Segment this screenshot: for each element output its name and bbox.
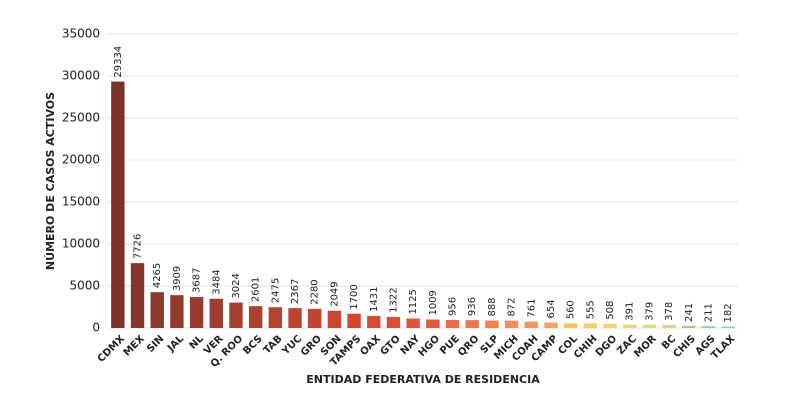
y-tick-label: 0 xyxy=(92,321,100,335)
bar xyxy=(682,325,696,328)
x-axis-title: ENTIDAD FEDERATIVA DE RESIDENCIA xyxy=(306,373,540,386)
bar xyxy=(367,315,381,328)
x-tick-label: SIN xyxy=(145,333,166,354)
x-tick-label: MEX xyxy=(122,333,147,358)
bar xyxy=(662,324,676,328)
bar xyxy=(111,81,125,329)
value-label: 391 xyxy=(625,302,636,321)
bar xyxy=(170,295,184,328)
x-tick-label: BCS xyxy=(241,333,265,357)
value-label: 2280 xyxy=(310,279,321,304)
value-label: 761 xyxy=(526,299,537,318)
bar xyxy=(623,324,637,328)
value-label: 211 xyxy=(703,303,714,322)
value-label: 378 xyxy=(664,302,675,321)
bar xyxy=(445,319,460,328)
value-label: 2475 xyxy=(270,278,281,303)
x-tick-label: HGO xyxy=(417,333,443,359)
bar xyxy=(603,323,617,328)
bar xyxy=(130,263,145,328)
value-label: 936 xyxy=(467,297,478,316)
value-label: 2049 xyxy=(329,281,340,306)
value-label: 379 xyxy=(644,302,655,321)
value-label: 241 xyxy=(684,303,695,322)
x-tick-label: TAB xyxy=(262,333,285,356)
bar xyxy=(150,292,164,328)
bar xyxy=(563,323,578,328)
x-tick-label: JAL xyxy=(165,333,187,355)
x-tick-label: OAX xyxy=(358,333,383,358)
bar xyxy=(347,313,361,328)
value-label: 2367 xyxy=(290,279,301,304)
value-label: 2601 xyxy=(251,277,262,302)
y-tick-label: 35000 xyxy=(62,27,100,41)
value-label: 3909 xyxy=(172,266,183,291)
y-axis-title: NÚMERO DE CASOS ACTIVOS xyxy=(44,92,57,270)
y-tick-label: 20000 xyxy=(62,153,100,167)
bar xyxy=(209,298,223,328)
bar xyxy=(544,322,558,328)
bar xyxy=(229,302,243,328)
x-tick-label: QRO xyxy=(456,333,481,358)
bar xyxy=(701,326,716,328)
bar xyxy=(485,320,499,328)
value-label: 508 xyxy=(605,301,616,320)
value-label: 560 xyxy=(566,300,577,319)
bar xyxy=(288,308,302,328)
value-label: 1322 xyxy=(388,287,399,312)
bar xyxy=(642,324,657,328)
value-label: 1009 xyxy=(428,290,439,315)
value-label: 4265 xyxy=(152,263,163,288)
bar xyxy=(426,319,440,328)
x-tick-label: DGO xyxy=(594,333,619,358)
y-tick-label: 30000 xyxy=(62,69,100,83)
value-label: 29334 xyxy=(113,46,124,78)
y-tick-label: 10000 xyxy=(62,237,100,251)
bar xyxy=(504,320,519,328)
bar xyxy=(308,308,322,328)
y-tick-label: 15000 xyxy=(62,195,100,209)
value-label: 1700 xyxy=(349,284,360,309)
bar xyxy=(189,297,204,328)
bar xyxy=(721,326,735,328)
value-label: 555 xyxy=(585,300,596,319)
bar xyxy=(583,323,598,328)
value-label: 1431 xyxy=(369,287,380,312)
bar xyxy=(327,310,342,328)
value-label: 3484 xyxy=(211,269,222,294)
value-label: 872 xyxy=(507,298,518,317)
bar xyxy=(406,318,420,328)
x-tick-label: GTO xyxy=(378,333,402,357)
value-label: 182 xyxy=(723,303,734,322)
bar xyxy=(465,320,479,328)
y-tick-label: 25000 xyxy=(62,111,100,125)
bar xyxy=(386,316,401,328)
x-tick-label: GRO xyxy=(299,333,324,358)
x-tick-label: CHIH xyxy=(572,333,599,360)
x-tick-label: CHIS xyxy=(671,333,698,360)
value-label: 3687 xyxy=(192,268,203,293)
value-label: 7726 xyxy=(133,234,144,259)
bar xyxy=(248,306,263,328)
value-label: 654 xyxy=(546,299,557,318)
value-label: 956 xyxy=(448,297,459,316)
value-label: 1125 xyxy=(408,289,419,314)
x-tick-label: MOR xyxy=(632,333,658,359)
bar xyxy=(524,321,538,328)
value-label: 3024 xyxy=(231,273,242,298)
y-tick-label: 5000 xyxy=(69,279,100,293)
bar xyxy=(268,307,283,328)
x-tick-label: YUC xyxy=(280,333,305,358)
value-label: 888 xyxy=(487,297,498,316)
